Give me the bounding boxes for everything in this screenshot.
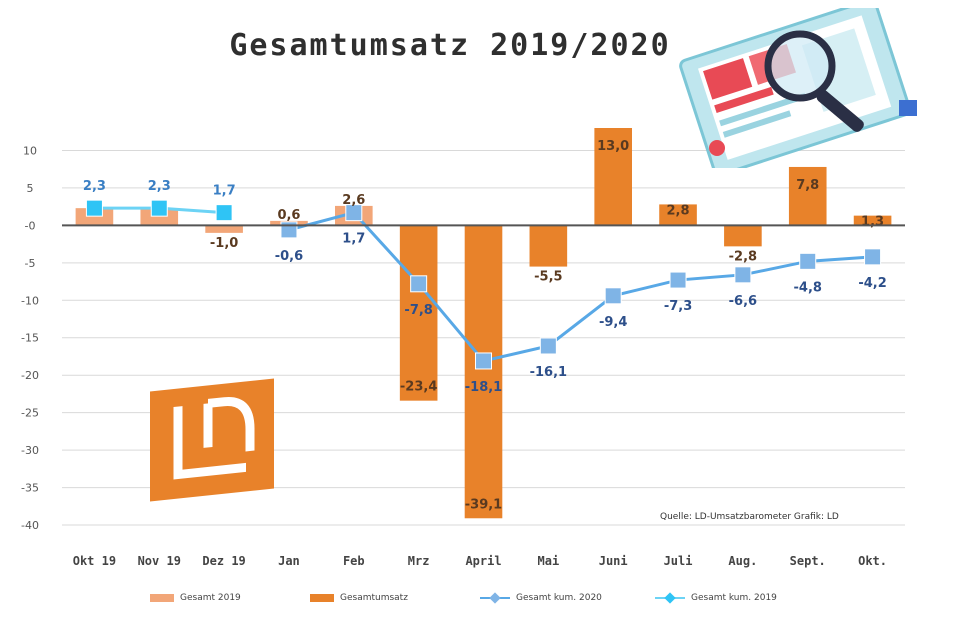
line-data-label: -9,4 (599, 315, 627, 330)
legend-item-gesamt-kum-2020[interactable]: Gesamt kum. 2020 (480, 592, 602, 604)
line-marker (669, 271, 687, 289)
y-tick-label: -30 (21, 444, 39, 457)
y-tick-label: 5 (27, 182, 34, 195)
legend-swatch (310, 594, 334, 602)
y-tick-label: -20 (21, 369, 39, 382)
bar (529, 225, 568, 267)
x-tick-label: Nov 19 (138, 554, 181, 568)
y-tick-label: -35 (21, 482, 39, 495)
y-tick-label: -40 (21, 519, 39, 532)
y-tick-label: -10 (21, 294, 39, 307)
x-tick-label: Feb (343, 554, 365, 568)
line-marker (604, 287, 622, 305)
bar (140, 208, 179, 226)
bar-data-label: 1,3 (861, 215, 884, 230)
bar-data-label: -23,4 (400, 380, 437, 395)
line-data-label: -4,8 (794, 280, 822, 295)
line-data-label: -16,1 (530, 365, 567, 380)
x-tick-label: Okt. (858, 554, 887, 568)
y-tick-label: 10 (23, 144, 37, 157)
legend-item-gesamt-kum-2019[interactable]: Gesamt kum. 2019 (655, 592, 777, 604)
ld-logo (150, 378, 274, 502)
bar (788, 166, 827, 226)
bar-data-label: 0,6 (277, 208, 300, 223)
legend-label: Gesamt kum. 2020 (516, 593, 602, 603)
bar-data-label: 2,6 (342, 193, 365, 208)
bar-data-label: -2,8 (729, 249, 757, 264)
line-data-label: 2,3 (148, 179, 171, 194)
legend-item-gesamt-2019[interactable]: Gesamt 2019 (150, 593, 241, 603)
line-data-label: -7,3 (664, 299, 692, 314)
x-tick-label: Juni (599, 554, 628, 568)
y-tick-label: -0 (25, 219, 36, 232)
bar (464, 225, 503, 519)
x-tick-label: Dez 19 (202, 554, 245, 568)
line-marker (215, 204, 233, 222)
bar-data-label: -1,0 (210, 236, 238, 251)
x-tick-label: Okt 19 (73, 554, 116, 568)
bar-data-label: 7,8 (796, 178, 819, 193)
line-data-label: -6,6 (729, 294, 757, 309)
line-marker (280, 221, 298, 239)
line-marker (539, 337, 557, 355)
line-marker (150, 199, 168, 217)
bar-data-label: 13,0 (597, 139, 629, 154)
y-tick-label: -5 (25, 257, 36, 270)
line-data-label: -7,8 (404, 303, 432, 318)
legend-label: Gesamt 2019 (180, 593, 241, 603)
y-tick-label: -25 (21, 407, 39, 420)
bar (594, 128, 632, 226)
line-marker (85, 199, 103, 217)
magnifier-illustration (665, 0, 935, 177)
line-marker (864, 248, 882, 266)
bar-data-label: 2,8 (667, 203, 690, 218)
legend-swatch (480, 592, 510, 604)
legend-swatch (150, 594, 174, 602)
x-tick-label: April (465, 554, 501, 568)
chart-title: Gesamtumsatz 2019/2020 (229, 28, 671, 63)
legend-label: Gesamt kum. 2019 (691, 593, 777, 603)
bar (75, 208, 114, 226)
bar-data-label: -5,5 (534, 270, 562, 285)
bar (659, 204, 697, 226)
x-tick-label: Sept. (790, 554, 826, 568)
y-tick-label: -15 (21, 332, 39, 345)
bar (853, 215, 892, 226)
x-tick-label: Juli (664, 554, 693, 568)
line-marker (475, 352, 492, 370)
bar (399, 225, 438, 401)
legend-item-gesamtumsatz[interactable]: Gesamtumsatz (310, 593, 408, 603)
line-data-label: -0,6 (275, 249, 303, 264)
source-note: Quelle: LD-Umsatzbarometer Grafik: LD (660, 512, 839, 522)
line-data-label: 1,7 (342, 232, 365, 247)
bar (205, 225, 243, 233)
line-marker (734, 266, 752, 284)
legend-swatch (655, 592, 685, 604)
bar-data-label: -39,1 (465, 497, 502, 512)
line-marker (345, 204, 363, 222)
line-data-label: -18,1 (465, 380, 502, 395)
chart-legend: Gesamt 2019 Gesamtumsatz Gesamt kum. 202… (0, 592, 960, 611)
line-data-label: 2,3 (83, 179, 106, 194)
x-tick-label: Mrz (408, 554, 430, 568)
x-tick-label: Jan (278, 554, 300, 568)
legend-label: Gesamtumsatz (340, 593, 408, 603)
line-marker (799, 252, 817, 270)
bar (724, 225, 762, 247)
x-tick-label: Aug. (728, 554, 757, 568)
x-tick-label: Mai (538, 554, 560, 568)
line-data-label: 1,7 (213, 184, 236, 199)
line-marker (410, 275, 428, 293)
line-data-label: -4,2 (858, 276, 886, 291)
series-line (288, 210, 873, 363)
